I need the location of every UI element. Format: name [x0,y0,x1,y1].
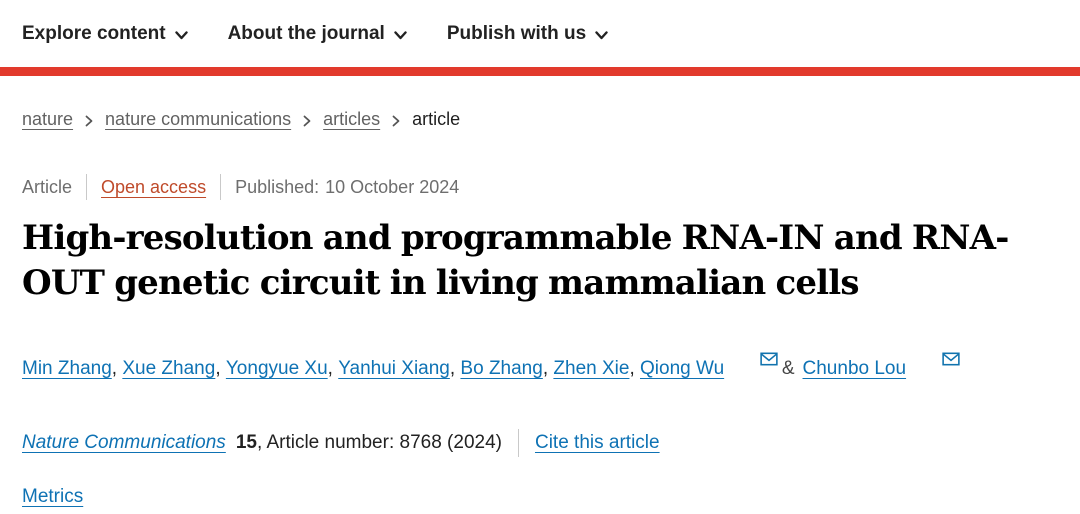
chevron-right-icon [85,115,93,127]
author-list: Min Zhang, Xue Zhang, Yongyue Xu, Yanhui… [0,336,1080,402]
metrics-row: Metrics [0,486,1080,508]
author-separator: , [111,358,123,379]
vertical-divider [86,174,88,200]
metrics-link[interactable]: Metrics [22,486,84,507]
nav-about-the-journal-label: About the journal [227,22,385,44]
author-separator: , [629,358,640,379]
top-navigation: Explore content About the journal Publis… [0,0,1080,48]
vertical-divider [517,429,519,457]
breadcrumb-articles[interactable]: articles [323,109,381,129]
open-access-link[interactable]: Open access [101,176,207,197]
article-meta-row: Article Open access Published: 10 Octobe… [0,174,1080,200]
nav-explore-content-label: Explore content [22,22,166,44]
published-label: Published: [235,176,320,197]
nav-about-the-journal[interactable]: About the journal [228,21,407,46]
breadcrumb-nature-communications[interactable]: nature communications [105,109,292,129]
nav-publish-with-us[interactable]: Publish with us [447,21,608,46]
breadcrumb: nature nature communications articles ar… [0,109,1080,130]
author-link[interactable]: Qiong Wu [640,358,725,379]
brand-red-bar [0,67,1080,76]
article-title: High-resolution and programmable RNA-IN … [0,216,1050,306]
email-envelope-icon[interactable] [728,328,778,394]
journal-volume: 15 [235,432,257,453]
citation-row: Nature Communications 15 , Article numbe… [0,429,1080,457]
author-link[interactable]: Chunbo Lou [802,358,907,379]
vertical-divider [220,174,222,200]
journal-link[interactable]: Nature Communications [22,432,226,453]
author-link[interactable]: Bo Zhang [460,358,543,379]
breadcrumb-current-article: article [412,109,461,129]
breadcrumb-nature[interactable]: nature [22,109,74,129]
chevron-down-icon [595,24,608,46]
email-envelope-icon[interactable] [910,328,960,394]
chevron-right-icon [392,115,400,127]
cite-this-article-link[interactable]: Cite this article [534,432,660,453]
author-link[interactable]: Xue Zhang [122,358,216,379]
author-separator: , [542,358,554,379]
author-separator: , [215,358,226,379]
author-link[interactable]: Zhen Xie [553,358,630,379]
chevron-down-icon [394,24,407,46]
nav-explore-content[interactable]: Explore content [22,21,188,46]
author-separator: , [327,358,339,379]
chevron-right-icon [303,115,311,127]
author-link[interactable]: Yanhui Xiang [338,358,450,379]
article-type-label: Article [22,176,73,197]
nav-publish-with-us-label: Publish with us [446,22,587,44]
article-title-line1: High-resolution and programmable RNA-IN … [22,218,1009,258]
article-number-text: , Article number: 8768 (2024) [256,432,502,453]
author-link[interactable]: Min Zhang [22,358,112,379]
article-title-line2: OUT genetic circuit in living mammalian … [22,263,860,303]
authors-ampersand: & [781,358,795,379]
author-link[interactable]: Yongyue Xu [225,358,328,379]
published-date: 10 October 2024 [325,176,460,197]
chevron-down-icon [174,24,188,46]
author-separator: , [449,358,461,379]
